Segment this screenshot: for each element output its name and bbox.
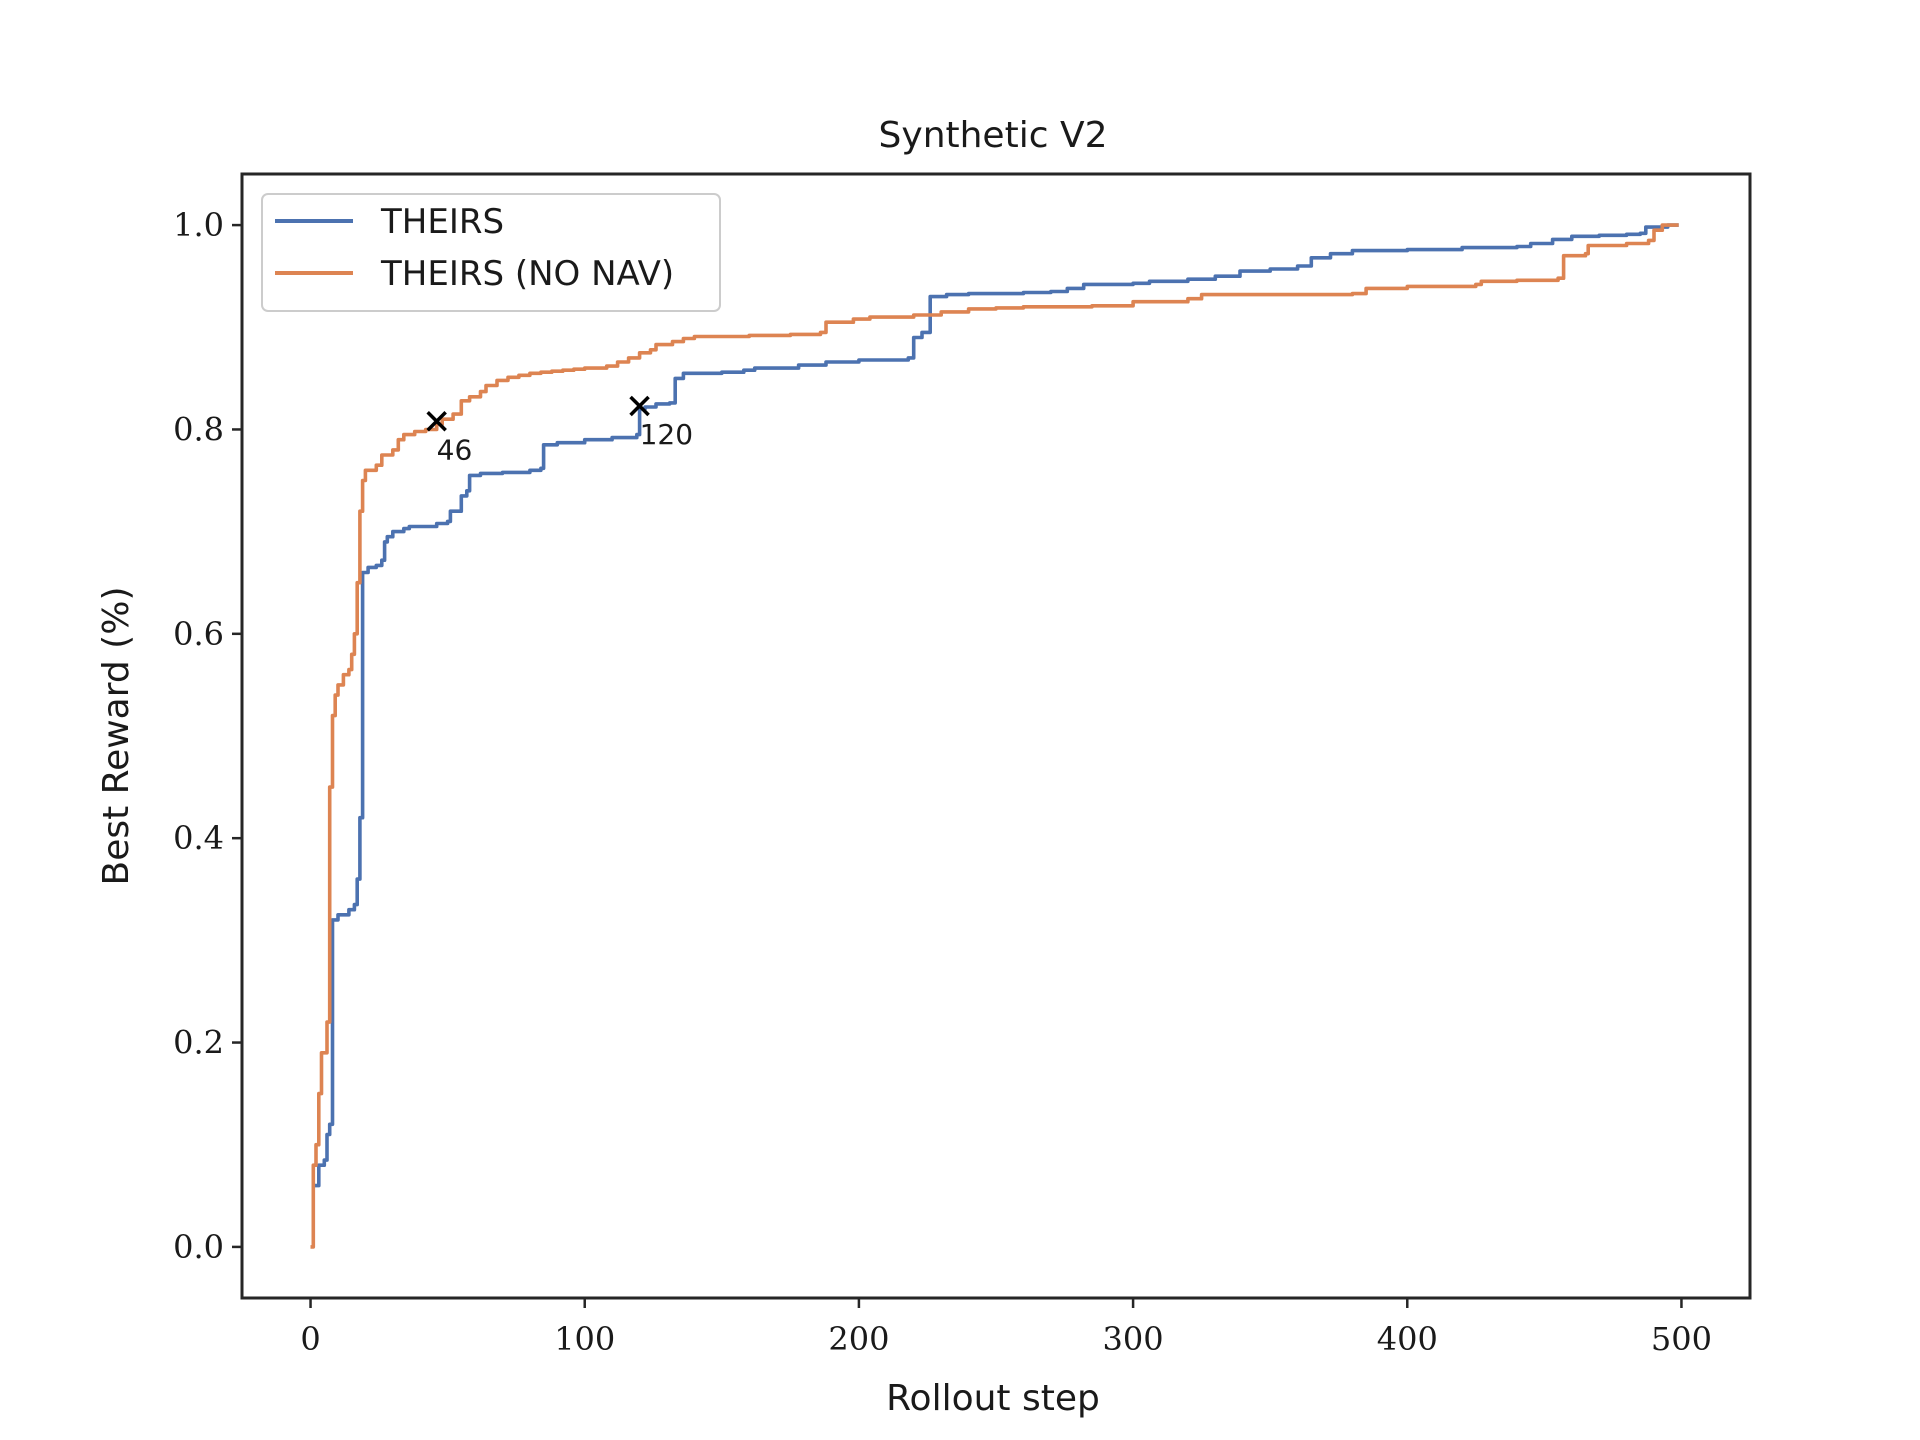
y-axis-label: Best Reward (%) <box>96 587 137 886</box>
annotation-label: 46 <box>437 433 473 466</box>
y-tick-label: 0.6 <box>173 615 224 653</box>
x-tick-label: 0 <box>300 1320 320 1358</box>
legend-label-theirs: THEIRS <box>380 202 504 242</box>
legend-box <box>261 193 721 312</box>
series-line-theirs-no-nav <box>310 223 1679 1249</box>
y-tick-label: 0.0 <box>173 1228 224 1266</box>
plot-frame <box>240 172 1752 1300</box>
chart-title: Synthetic V2 <box>879 115 1108 156</box>
y-tick-label: 0.4 <box>173 819 224 857</box>
x-tick-label: 300 <box>1103 1320 1164 1358</box>
y-tick-label: 1.0 <box>173 206 224 244</box>
series-line-theirs <box>313 223 1679 1188</box>
x-tick-label: 100 <box>554 1320 615 1358</box>
x-tick-label: 400 <box>1377 1320 1438 1358</box>
x-tick-label: 200 <box>828 1320 889 1358</box>
y-axis: 0.0 0.2 0.4 0.6 0.8 1.0 <box>173 206 242 1266</box>
annotation-marker <box>426 411 447 432</box>
legend: THEIRS THEIRS (NO NAV) <box>261 193 721 312</box>
x-axis: 0 100 200 300 400 500 <box>300 1298 1712 1358</box>
y-tick-label: 0.8 <box>173 410 224 448</box>
y-tick-label: 0.2 <box>173 1024 224 1062</box>
x-axis-label: Rollout step <box>886 1378 1100 1419</box>
legend-label-theirs-no-nav: THEIRS (NO NAV) <box>380 254 674 294</box>
annotation-marker <box>629 395 650 417</box>
annotation-label: 120 <box>640 418 693 451</box>
x-tick-label: 500 <box>1651 1320 1712 1358</box>
plot-area: 46 120 <box>310 223 1679 1249</box>
